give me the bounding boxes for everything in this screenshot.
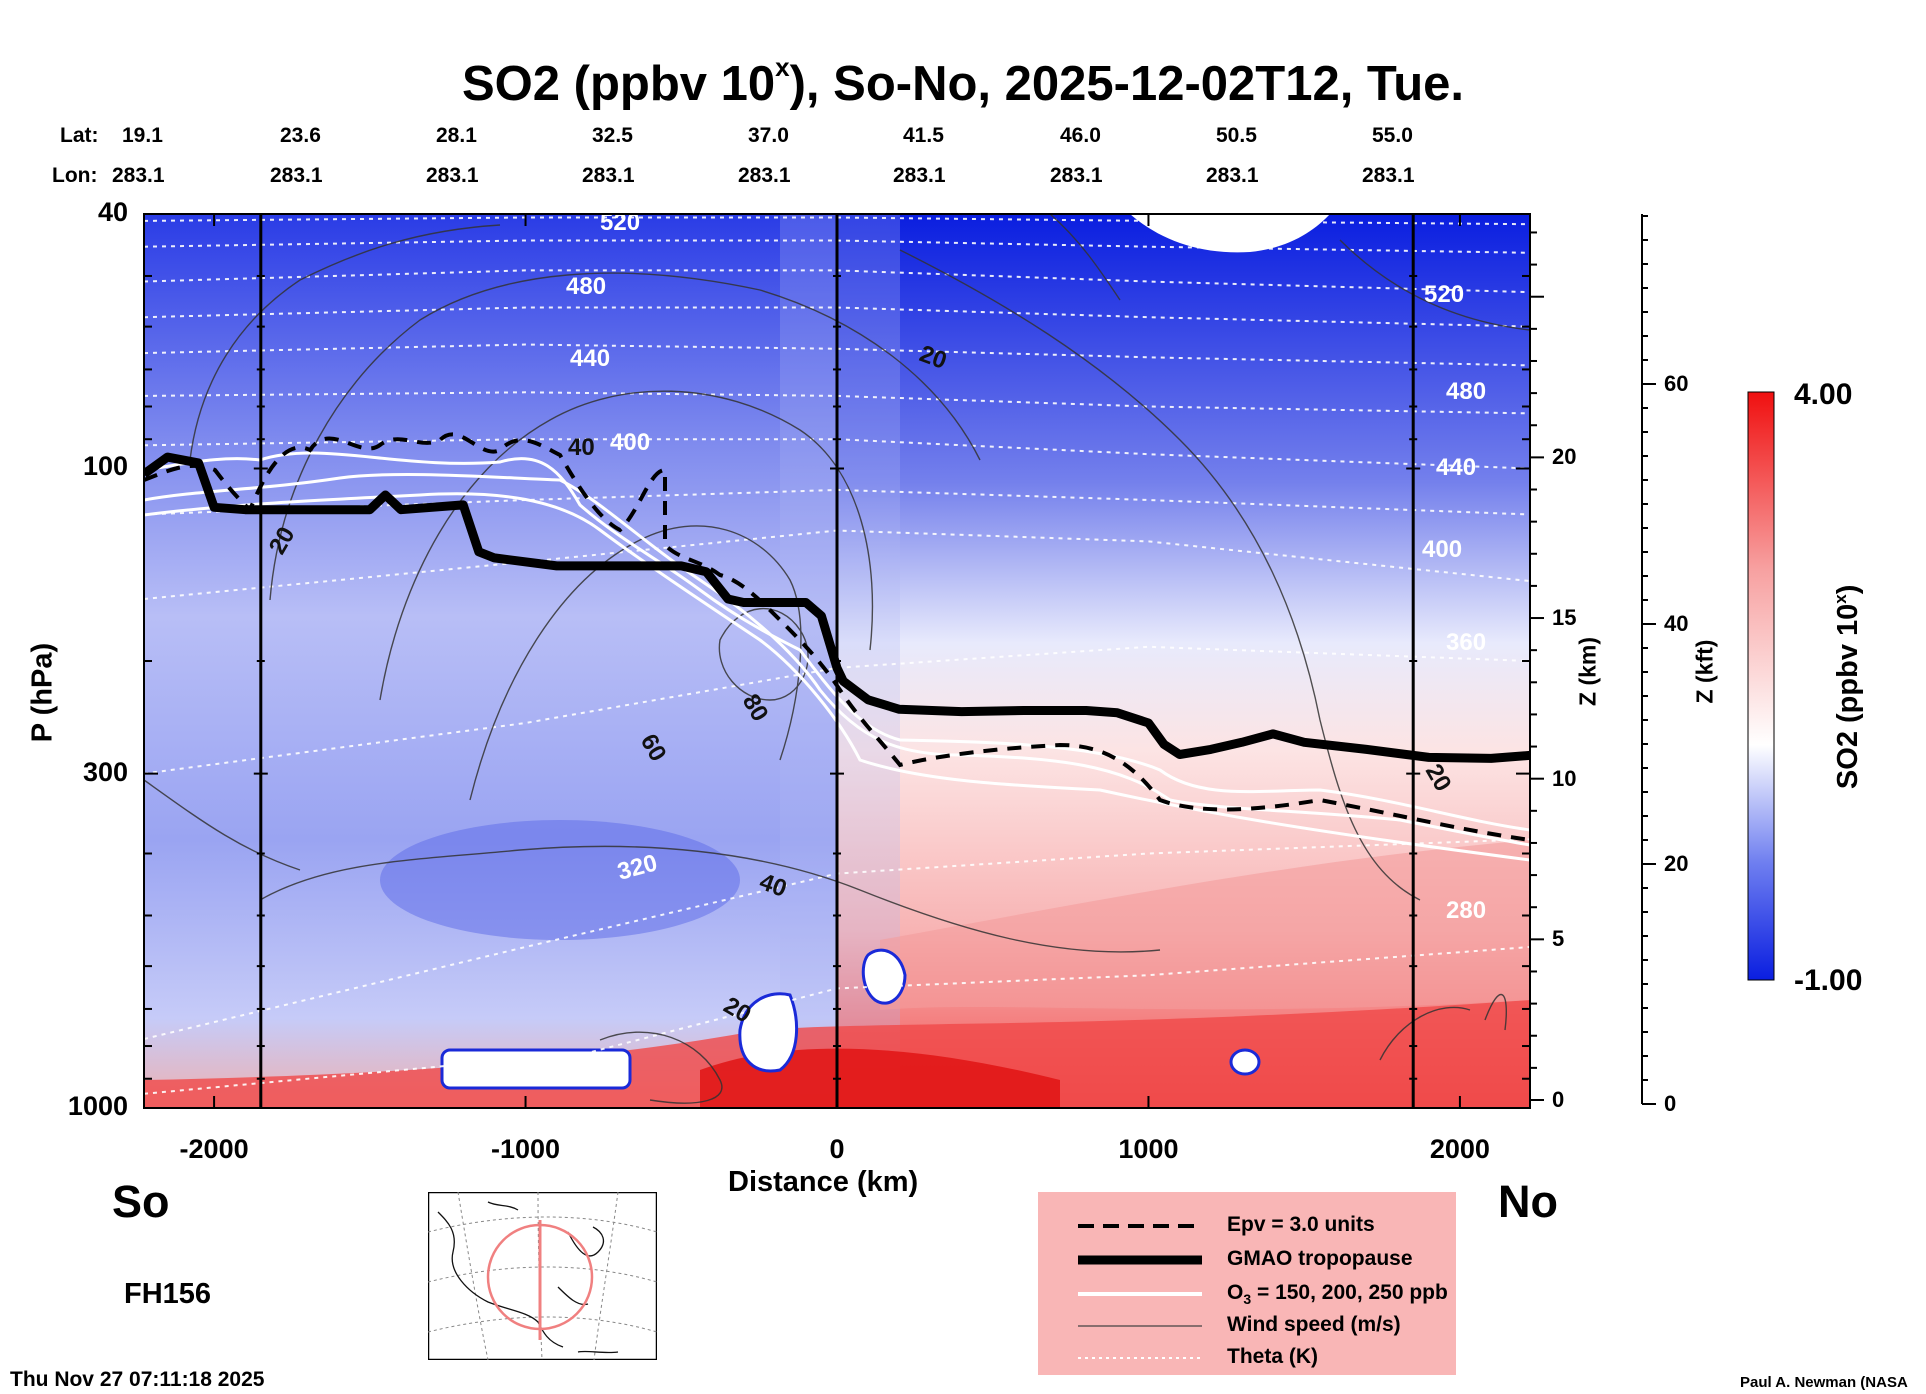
z-kft-tick-label: 60 xyxy=(1664,371,1689,396)
z-km-tick-label: 10 xyxy=(1552,765,1577,791)
z-kft-tick-label: 20 xyxy=(1664,851,1689,876)
lon-value: 283.1 xyxy=(426,164,479,187)
theta-labels: 520 480 440 400 320 520 480 440 400 360 … xyxy=(566,209,1486,924)
theta-label: 360 xyxy=(1446,629,1486,656)
theta-label: 400 xyxy=(610,429,650,456)
z-km-axis-label: Z (km) xyxy=(1574,637,1601,706)
x-tick-label: -2000 xyxy=(179,1134,249,1164)
z-km-tick-label: 15 xyxy=(1552,605,1577,631)
epv-contour xyxy=(144,432,1530,842)
locator-map xyxy=(428,1192,657,1360)
wind-contours xyxy=(144,214,1530,1104)
colorbar-title: SO2 (ppbv 10x) xyxy=(1831,584,1864,790)
theta-label: 520 xyxy=(600,209,640,236)
legend-item-tropopause: GMAO tropopause xyxy=(1078,1247,1413,1270)
theta-label: 440 xyxy=(570,345,610,372)
lat-value: 19.1 xyxy=(122,124,163,147)
lon-value: 283.1 xyxy=(270,164,323,187)
theta-label: 440 xyxy=(1436,454,1476,481)
lat-label: Lat: xyxy=(60,124,99,147)
wind-label: 40 xyxy=(568,434,595,461)
lat-value: 41.5 xyxy=(903,124,944,147)
timestamp: Thu Nov 27 07:11:18 2025 xyxy=(10,1368,265,1391)
forecast-hour: FH156 xyxy=(124,1278,212,1310)
y-tick-label: 40 xyxy=(97,197,128,227)
south-label: So xyxy=(112,1176,170,1227)
theta-label: 480 xyxy=(1446,378,1486,405)
lat-value: 32.5 xyxy=(592,124,633,147)
y-tick-label: 100 xyxy=(82,451,128,482)
lon-value: 283.1 xyxy=(893,164,946,187)
z-km-tick-label: 5 xyxy=(1552,926,1565,952)
z-km-tick-label: 20 xyxy=(1552,444,1577,470)
legend-item-o3: O3 = 150, 200, 250 ppb xyxy=(1078,1281,1448,1308)
z-axes xyxy=(1529,214,1656,1105)
legend-item-theta: Theta (K) xyxy=(1078,1345,1318,1368)
lat-value: 28.1 xyxy=(436,124,477,147)
lat-value: 37.0 xyxy=(748,124,789,147)
axis-ticks xyxy=(144,213,1530,1109)
lat-value: 23.6 xyxy=(280,124,321,147)
theta-label: 480 xyxy=(566,273,606,300)
lat-value: 55.0 xyxy=(1372,124,1413,147)
y-tick-label: 1000 xyxy=(67,1091,128,1121)
colorbar-max-label: 4.00 xyxy=(1794,378,1853,411)
z-kft-tick-label: 0 xyxy=(1664,1091,1677,1116)
lon-label: Lon: xyxy=(52,164,98,187)
lon-value: 283.1 xyxy=(582,164,635,187)
lon-value: 283.1 xyxy=(1206,164,1259,187)
legend-item-epv: Epv = 3.0 units xyxy=(1078,1213,1375,1236)
lon-value: 283.1 xyxy=(738,164,791,187)
chart-title: SO2 (ppbv 10x), So-No, 2025-12-02T12, Tu… xyxy=(461,52,1465,111)
z-km-tick-label: 0 xyxy=(1552,1087,1565,1112)
credit: Paul A. Newman (NASA xyxy=(1740,1374,1908,1391)
legend-item-wind: Wind speed (m/s) xyxy=(1078,1313,1401,1336)
y-axis-label: P (hPa) xyxy=(26,642,59,743)
lon-value: 283.1 xyxy=(1050,164,1103,187)
tropopause-line xyxy=(144,452,1530,763)
z-kft-tick-label: 40 xyxy=(1664,611,1689,636)
lon-value: 283.1 xyxy=(1362,164,1415,187)
z-kft-axis-label: Z (kft) xyxy=(1691,639,1718,704)
y-tick-label: 300 xyxy=(82,756,128,787)
north-label: No xyxy=(1498,1176,1558,1227)
o3-contours xyxy=(144,451,1530,862)
theta-label: 400 xyxy=(1422,536,1462,563)
colorbar xyxy=(1747,391,1775,981)
lat-value: 46.0 xyxy=(1060,124,1101,147)
x-tick-label: 0 xyxy=(829,1134,845,1164)
colorbar-min-label: -1.00 xyxy=(1794,964,1863,997)
x-tick-label: 1000 xyxy=(1118,1134,1179,1164)
x-axis-label: Distance (km) xyxy=(728,1166,919,1198)
theta-label: 280 xyxy=(1446,897,1486,924)
x-tick-label: 2000 xyxy=(1429,1134,1490,1164)
theta-label: 520 xyxy=(1424,281,1464,308)
lon-value: 283.1 xyxy=(112,164,165,187)
x-tick-label: -1000 xyxy=(491,1134,561,1164)
legend: Epv = 3.0 units GMAO tropopause O3 = 150… xyxy=(1038,1192,1456,1375)
lat-value: 50.5 xyxy=(1216,124,1257,147)
